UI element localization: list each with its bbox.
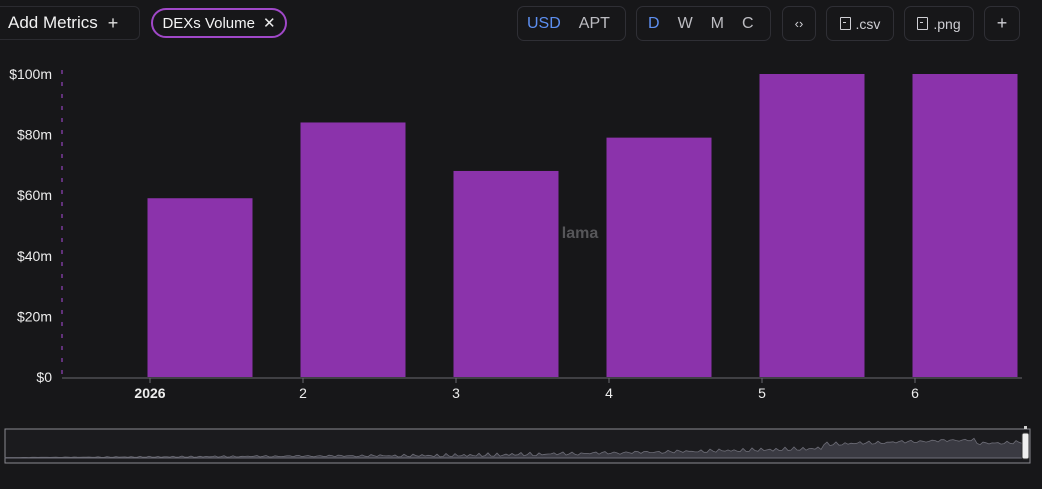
x-tick-label: 5 [758, 385, 766, 401]
chart-toolbar: Add Metrics + DEXs Volume ✕ USD APT D W … [0, 0, 1042, 48]
watermark: lama [562, 225, 599, 242]
png-label: .png [933, 15, 961, 32]
plus-icon: + [996, 13, 1008, 33]
y-tick-label: $100m [9, 66, 52, 82]
x-tick-label: 3 [452, 385, 460, 401]
currency-toggle: USD APT [517, 6, 626, 41]
x-tick-label: 4 [605, 385, 613, 401]
bar [759, 74, 865, 377]
period-option-c[interactable]: C [742, 14, 754, 32]
add-metrics-label: Add Metrics [8, 13, 98, 32]
bar [453, 170, 559, 377]
bar [606, 137, 712, 377]
bar [300, 122, 406, 377]
period-toggle: D W M C [636, 6, 771, 41]
currency-option-usd[interactable]: USD [527, 14, 561, 32]
x-tick-label: 2 [299, 385, 307, 401]
range-brush [4, 426, 1031, 464]
metric-chip-label: DEXs Volume [162, 14, 255, 32]
y-tick-label: $80m [17, 127, 52, 143]
y-tick-label: $60m [17, 187, 52, 203]
brush-handle [1021, 432, 1030, 460]
x-axis: 2026 2 3 4 5 6 [134, 378, 919, 401]
download-csv-button[interactable]: .csv [826, 6, 894, 41]
download-png-button[interactable]: .png [904, 6, 974, 41]
file-download-icon [839, 17, 851, 30]
bar-series [147, 74, 1018, 377]
period-option-m[interactable]: M [710, 14, 724, 32]
x-tick-label: 6 [911, 385, 919, 401]
add-chart-button[interactable]: + [984, 6, 1020, 41]
embed-button[interactable]: ‹› [782, 6, 816, 41]
brush-track [4, 428, 1031, 464]
period-option-d[interactable]: D [648, 14, 660, 32]
y-tick-label: $20m [17, 308, 52, 324]
metric-chip-dexs-volume[interactable]: DEXs Volume ✕ [151, 8, 287, 38]
brush-handle-grip [1024, 426, 1027, 429]
file-download-icon [917, 17, 929, 30]
close-icon[interactable]: ✕ [262, 15, 276, 32]
add-metrics-button[interactable]: Add Metrics + [0, 6, 140, 40]
y-tick-label: $40m [17, 248, 52, 264]
plus-icon: + [107, 12, 119, 33]
brush-overview-area [4, 437, 1028, 459]
x-tick-label: 2026 [134, 385, 165, 401]
currency-option-apt[interactable]: APT [578, 14, 610, 32]
period-option-w[interactable]: W [677, 14, 693, 32]
y-tick-label: $0 [36, 369, 52, 385]
csv-label: .csv [855, 15, 881, 32]
bar [912, 74, 1018, 377]
bar [147, 198, 253, 377]
code-icon: ‹› [794, 16, 804, 31]
y-axis: $0 $20m $40m $60m $80m $100m [9, 66, 52, 385]
